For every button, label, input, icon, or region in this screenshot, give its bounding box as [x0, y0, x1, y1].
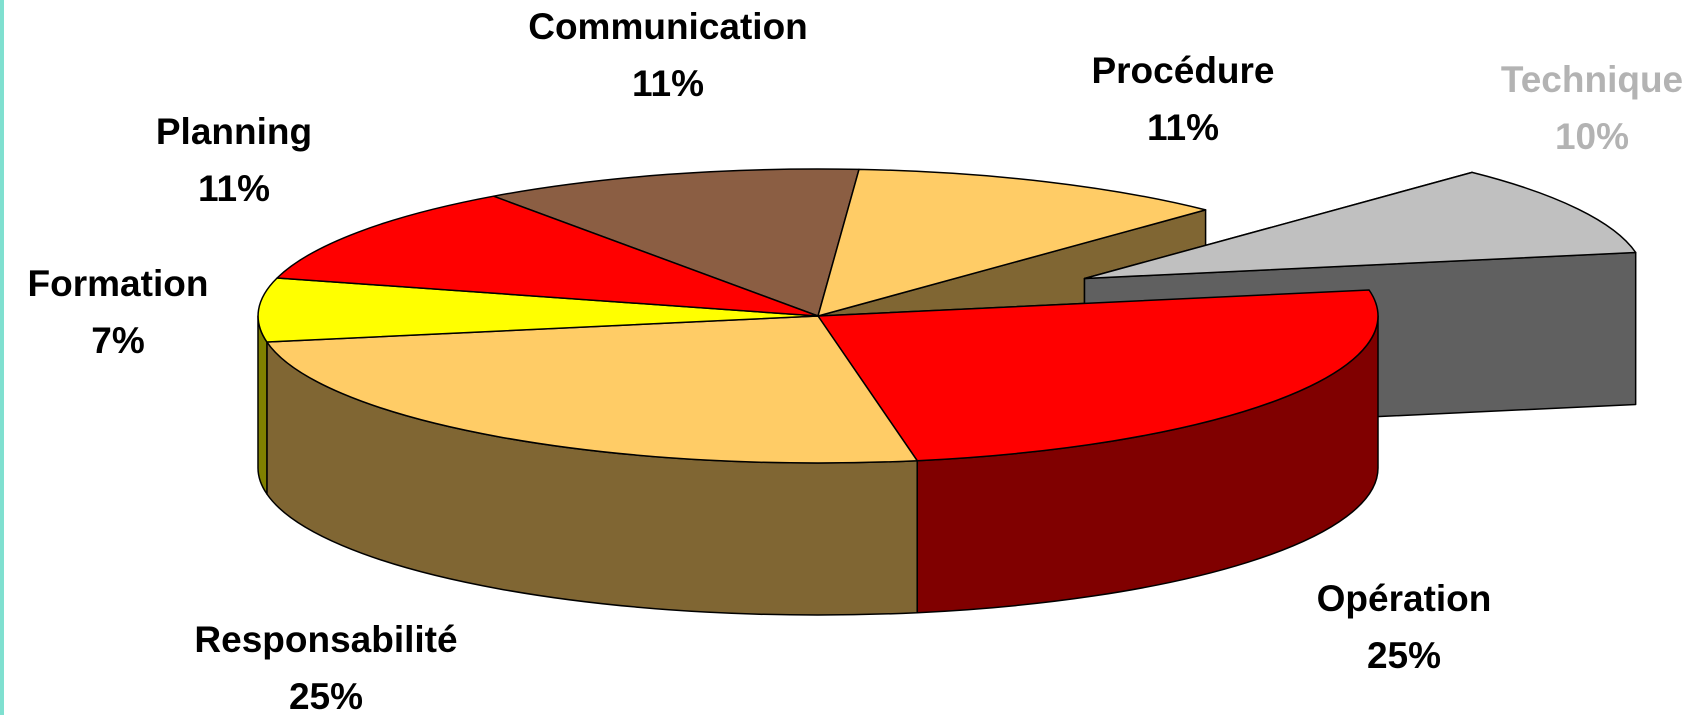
pie-slice [266, 315, 918, 464]
slice-value-label: 25% [1367, 635, 1441, 676]
pie-slice [817, 289, 1379, 462]
slice-value-label: 11% [1147, 107, 1219, 148]
pie-slice [1083, 171, 1637, 280]
slice-value-label: 25% [289, 676, 363, 715]
slice-label: Communication [528, 6, 808, 47]
slice-value-label: 11% [198, 168, 270, 209]
slice-label: Planning [156, 111, 312, 152]
pie-slice [257, 277, 819, 343]
pie-slice [276, 195, 819, 317]
slice-label: Technique [1501, 59, 1683, 100]
pie-slice [817, 168, 1207, 317]
slice-label: Opération [1317, 578, 1492, 619]
pie-slice [492, 168, 860, 317]
slice-value-label: 10% [1555, 116, 1629, 157]
slice-label: Formation [28, 263, 209, 304]
left-border [0, 0, 4, 715]
slice-label: Responsabilité [194, 619, 457, 660]
slice-label: Procédure [1091, 50, 1274, 91]
slice-value-label: 7% [91, 320, 144, 361]
slice-side [257, 315, 268, 495]
slice-value-label: 11% [632, 63, 704, 104]
